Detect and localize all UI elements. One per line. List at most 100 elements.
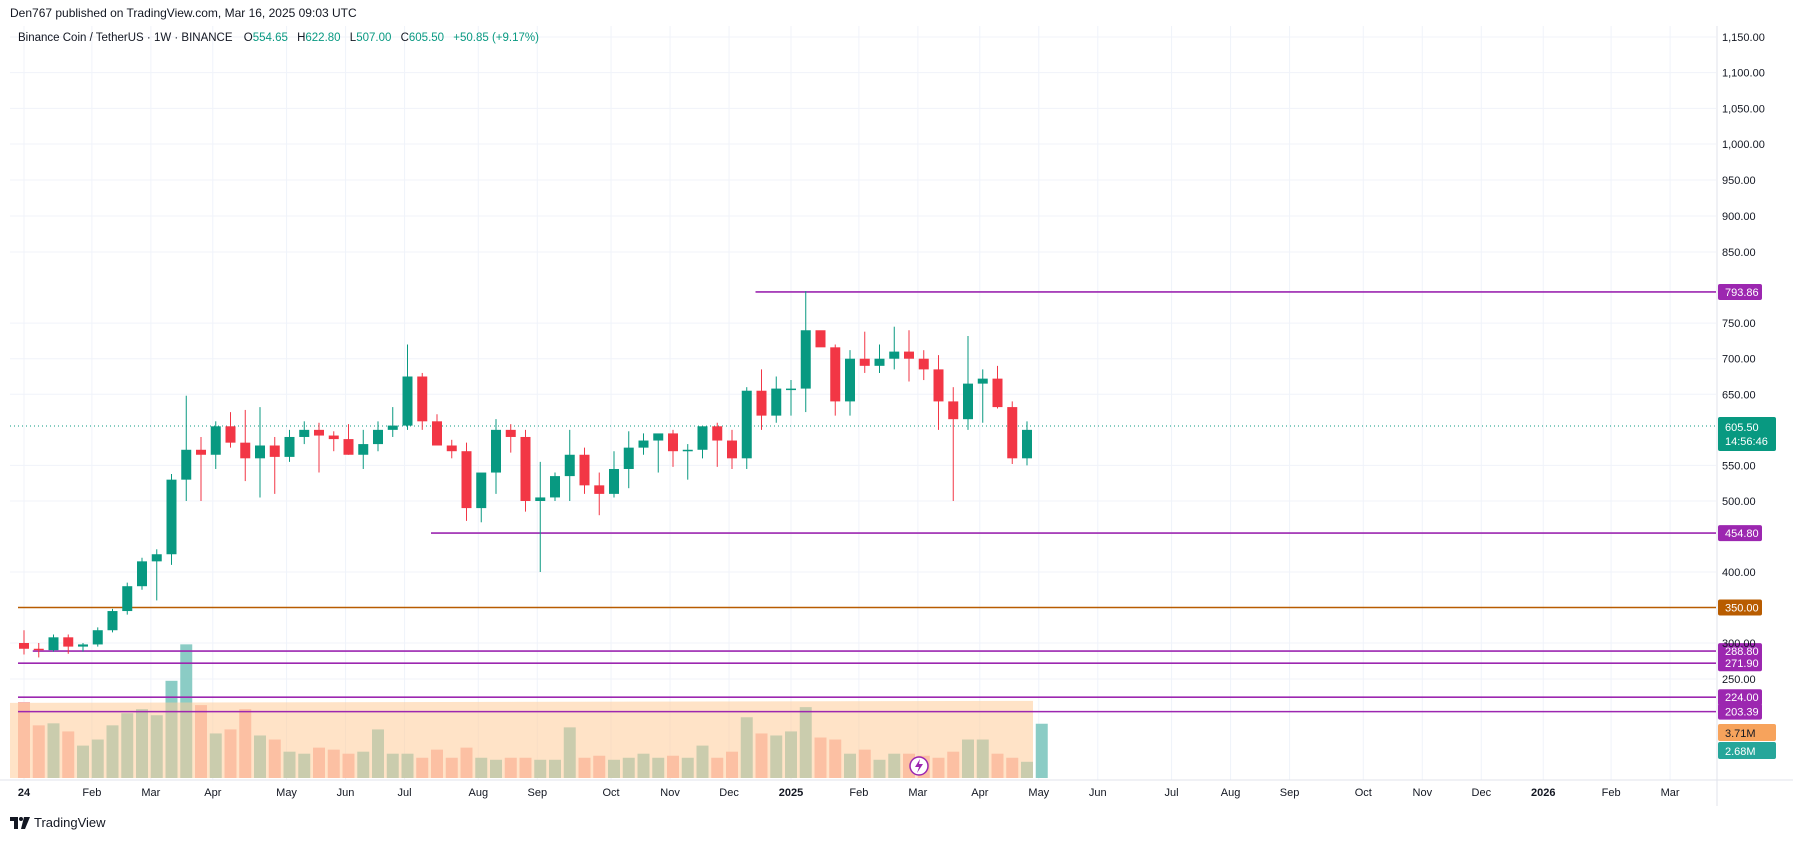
candle[interactable] [48, 634, 59, 652]
candle[interactable] [859, 331, 870, 373]
candle[interactable] [815, 330, 826, 348]
candle[interactable] [874, 344, 885, 373]
candle[interactable] [491, 419, 501, 494]
candle[interactable] [800, 291, 811, 413]
candle[interactable] [550, 472, 560, 501]
level-line[interactable]: 288.80 [32, 643, 1762, 660]
price-axis[interactable]: 1,150.00 1,100.00 1,050.00 1,000.00 950.00 90… [1722, 32, 1765, 686]
candle[interactable] [918, 350, 929, 381]
candle[interactable] [63, 634, 74, 654]
candle[interactable] [328, 431, 339, 452]
candle[interactable] [240, 409, 251, 482]
candle-body [107, 611, 118, 631]
time-tick-label: Aug [1221, 787, 1241, 799]
lightning-icon[interactable] [909, 756, 929, 776]
candle[interactable] [948, 387, 959, 501]
candle-body [33, 648, 44, 651]
candle[interactable] [638, 433, 649, 455]
candle[interactable] [992, 365, 1003, 409]
candle[interactable] [697, 426, 708, 459]
candle[interactable] [417, 372, 428, 430]
candle[interactable] [255, 407, 265, 498]
time-axis[interactable]: 24 Feb Mar Apr May Jun Jul Aug Sep Oct Nov Dec 2025 F… [18, 787, 1680, 799]
price-tick-label: 850.00 [1722, 247, 1756, 259]
level-badge [1718, 703, 1762, 720]
candle[interactable] [151, 549, 162, 601]
candle[interactable] [181, 395, 192, 501]
candle[interactable] [402, 344, 413, 430]
price-tick-label: 400.00 [1722, 567, 1756, 579]
candle[interactable] [33, 643, 44, 658]
candle[interactable] [594, 472, 605, 516]
candle[interactable] [225, 412, 236, 448]
candle[interactable] [653, 433, 664, 473]
candle[interactable] [668, 429, 678, 467]
candle[interactable] [1007, 401, 1018, 465]
candle-body [402, 376, 413, 426]
candle[interactable] [299, 421, 310, 445]
candle[interactable] [579, 447, 590, 494]
candle[interactable] [107, 608, 118, 633]
tradingview-logo[interactable]: TradingView [10, 815, 106, 830]
candle[interactable] [446, 439, 457, 459]
candle-body [240, 442, 251, 459]
candle[interactable] [92, 627, 103, 647]
candle[interactable] [963, 335, 973, 430]
time-tick-label: Jul [398, 787, 412, 799]
candle[interactable] [122, 582, 133, 615]
candle[interactable] [387, 407, 398, 437]
candle[interactable] [166, 473, 177, 565]
candle[interactable] [358, 429, 369, 469]
candle[interactable] [78, 643, 88, 652]
candle[interactable] [432, 414, 442, 446]
candle[interactable] [284, 429, 295, 462]
candlesticks[interactable] [19, 291, 1032, 658]
candle[interactable] [269, 436, 280, 494]
candle[interactable] [712, 422, 723, 467]
candle[interactable] [564, 429, 575, 501]
candle[interactable] [210, 421, 221, 469]
candle[interactable] [771, 376, 782, 423]
candle[interactable] [1022, 421, 1032, 466]
candle[interactable] [137, 557, 147, 590]
level-badge-label: 454.80 [1725, 528, 1759, 540]
level-line[interactable]: 271.90 [18, 655, 1762, 672]
candle[interactable] [623, 431, 634, 489]
candle[interactable] [19, 630, 29, 655]
candle[interactable] [904, 330, 914, 382]
candle[interactable] [727, 429, 737, 469]
candle-body [166, 479, 177, 555]
level-badge [1718, 643, 1762, 660]
candle[interactable] [343, 424, 354, 455]
candle[interactable] [786, 380, 796, 416]
level-line[interactable]: 224.00 [18, 689, 1762, 706]
candle[interactable] [609, 451, 619, 498]
candle-body [579, 454, 590, 486]
candle[interactable] [505, 424, 516, 453]
candle[interactable] [845, 350, 855, 416]
level-line[interactable]: 203.39 [18, 703, 1762, 720]
level-line[interactable]: 793.86 [755, 283, 1763, 300]
candle[interactable] [373, 421, 383, 452]
candle[interactable] [682, 444, 693, 480]
candle[interactable] [830, 344, 841, 416]
candle[interactable] [756, 369, 767, 430]
candle[interactable] [889, 326, 900, 370]
level-line[interactable]: 350.00 [18, 599, 1762, 616]
candle[interactable] [977, 369, 988, 423]
legend: Binance Coin / TetherUS · 1W · BINANCE O… [18, 32, 539, 44]
time-tick-label: Nov [1413, 787, 1433, 799]
candle[interactable] [520, 429, 531, 512]
candle[interactable] [535, 461, 546, 572]
candle[interactable] [314, 422, 324, 473]
price-tick-label: 1,050.00 [1722, 103, 1765, 115]
level-line[interactable]: 454.80 [431, 525, 1762, 542]
candle[interactable] [196, 436, 206, 501]
candle[interactable] [476, 472, 487, 523]
candle[interactable] [741, 387, 752, 469]
candle[interactable] [933, 355, 944, 430]
candle[interactable] [461, 442, 472, 521]
volume-ma-value: 3.71M [1725, 728, 1756, 740]
